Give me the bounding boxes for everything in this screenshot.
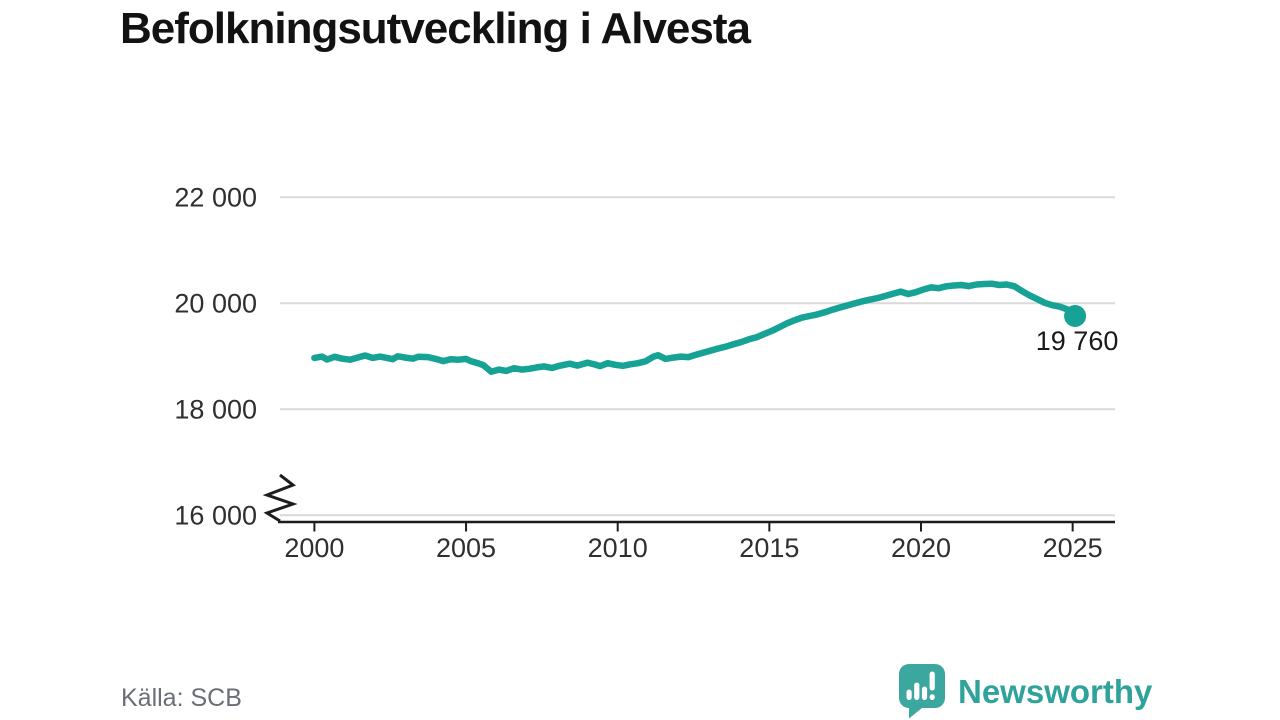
exclamation-dot bbox=[929, 694, 935, 700]
newsworthy-bubble-chart-icon bbox=[899, 664, 945, 719]
bar-chart-glyph bbox=[906, 671, 935, 700]
y-tick-label: 22 000 bbox=[174, 182, 257, 212]
x-tick-label: 2025 bbox=[1043, 533, 1103, 563]
y-tick-label: 20 000 bbox=[174, 288, 257, 318]
x-tick-label: 2000 bbox=[284, 533, 344, 563]
newsworthy-logo: Newsworthy bbox=[896, 663, 1152, 719]
latest-point-marker bbox=[1064, 305, 1087, 328]
exclamation-bar bbox=[929, 671, 935, 691]
y-tick-label: 18 000 bbox=[174, 394, 257, 424]
x-tick-label: 2015 bbox=[739, 533, 799, 563]
source-note: Källa: SCB bbox=[121, 684, 242, 712]
latest-value-label: 19 760 bbox=[1036, 326, 1119, 356]
x-tick-label: 2005 bbox=[436, 533, 496, 563]
population-line bbox=[311, 280, 1079, 375]
x-tick-label: 2020 bbox=[891, 533, 951, 563]
x-tick-label: 2010 bbox=[588, 533, 648, 563]
y-axis-break-icon bbox=[262, 473, 298, 523]
chart-title: Befolkningsutveckling i Alvesta bbox=[120, 4, 751, 53]
y-tick-label: 16 000 bbox=[174, 500, 257, 530]
newsworthy-wordmark: Newsworthy bbox=[958, 672, 1153, 710]
